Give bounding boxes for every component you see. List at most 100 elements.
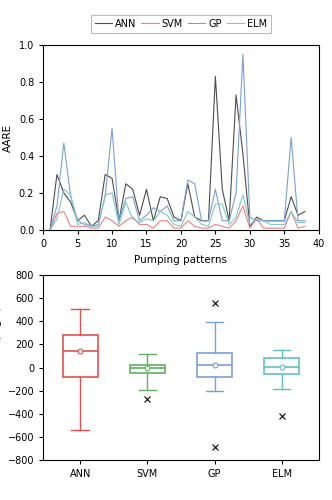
GP xyxy=(200,218,204,224)
GP xyxy=(55,203,59,209)
SVM xyxy=(275,225,279,231)
ELM xyxy=(282,222,286,228)
ANN xyxy=(220,186,224,192)
ELM xyxy=(275,222,279,228)
SVM xyxy=(193,224,197,230)
SVM xyxy=(227,225,231,231)
GP xyxy=(89,224,93,230)
SVM xyxy=(303,224,307,230)
ANN xyxy=(131,186,135,192)
Line: GP: GP xyxy=(50,54,305,230)
SVM xyxy=(200,225,204,231)
GP xyxy=(131,194,135,200)
ANN xyxy=(96,218,100,224)
GP xyxy=(82,222,86,228)
SVM xyxy=(96,225,100,231)
ELM xyxy=(48,227,52,233)
SVM xyxy=(234,218,238,224)
ANN xyxy=(227,218,231,224)
SVM xyxy=(151,225,155,231)
ELM xyxy=(207,224,210,230)
ANN xyxy=(172,214,176,220)
GP xyxy=(296,218,300,224)
GP xyxy=(275,218,279,224)
ELM xyxy=(289,208,293,214)
SVM xyxy=(179,225,183,231)
ELM xyxy=(227,222,231,228)
ELM xyxy=(262,218,266,224)
SVM xyxy=(69,224,73,230)
GP xyxy=(158,208,162,214)
ANN xyxy=(275,218,279,224)
ELM xyxy=(255,216,259,222)
SVM xyxy=(144,222,148,228)
SVM xyxy=(124,218,128,224)
ELM xyxy=(144,216,148,222)
PathPatch shape xyxy=(197,353,232,377)
GP xyxy=(124,196,128,202)
ELM xyxy=(158,208,162,214)
ANN xyxy=(193,214,197,220)
GP xyxy=(103,194,107,200)
ANN xyxy=(82,212,86,218)
ANN xyxy=(89,224,93,230)
GP xyxy=(255,218,259,224)
SVM xyxy=(289,208,293,214)
Y-axis label: AARE: AARE xyxy=(3,124,13,152)
GP xyxy=(48,227,52,233)
ANN xyxy=(213,74,217,80)
GP xyxy=(227,218,231,224)
SVM xyxy=(110,218,114,224)
PathPatch shape xyxy=(130,364,165,374)
GP xyxy=(289,134,293,140)
PathPatch shape xyxy=(264,358,299,374)
GP xyxy=(76,218,80,224)
ANN xyxy=(151,218,155,224)
GP xyxy=(220,218,224,224)
Line: ELM: ELM xyxy=(50,190,305,230)
ANN xyxy=(282,218,286,224)
GP xyxy=(144,212,148,218)
ANN xyxy=(137,212,141,218)
ELM xyxy=(172,222,176,228)
SVM xyxy=(103,214,107,220)
SVM xyxy=(48,227,52,233)
ANN xyxy=(186,180,190,186)
Y-axis label: Simulation error (mg/L): Simulation error (mg/L) xyxy=(0,306,2,428)
ANN xyxy=(76,218,80,224)
GP xyxy=(241,51,245,57)
SVM xyxy=(207,225,210,231)
GP xyxy=(117,218,121,224)
SVM xyxy=(186,218,190,224)
ANN xyxy=(48,227,52,233)
X-axis label: Pumping patterns: Pumping patterns xyxy=(134,254,227,264)
ELM xyxy=(69,192,73,198)
ELM xyxy=(241,192,245,198)
SVM xyxy=(131,214,135,220)
SVM xyxy=(269,225,273,231)
ELM xyxy=(55,216,59,222)
ELM xyxy=(96,224,100,230)
ELM xyxy=(131,216,135,222)
ELM xyxy=(89,224,93,230)
SVM xyxy=(282,225,286,231)
SVM xyxy=(82,224,86,230)
ANN xyxy=(234,92,238,98)
ANN xyxy=(165,196,169,202)
ELM xyxy=(269,222,273,228)
GP xyxy=(96,222,100,228)
GP xyxy=(213,186,217,192)
SVM xyxy=(220,224,224,230)
ELM xyxy=(213,201,217,207)
SVM xyxy=(117,224,121,230)
SVM xyxy=(213,222,217,228)
ANN xyxy=(110,175,114,181)
GP xyxy=(234,190,238,196)
ANN xyxy=(69,199,73,205)
GP xyxy=(193,180,197,186)
ANN xyxy=(248,224,252,230)
SVM xyxy=(137,222,141,228)
PathPatch shape xyxy=(63,335,98,377)
GP xyxy=(269,218,273,224)
SVM xyxy=(89,225,93,231)
